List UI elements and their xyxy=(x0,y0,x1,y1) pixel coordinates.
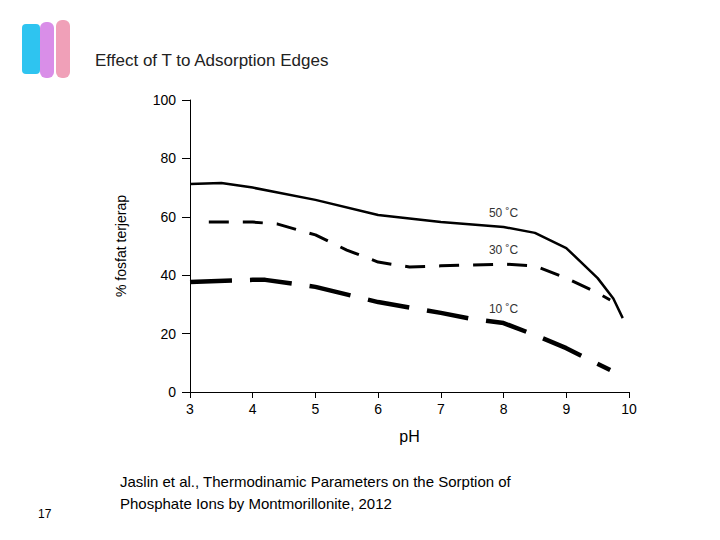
svg-text:10 ˚C: 10 ˚C xyxy=(489,302,519,316)
svg-text:Phosphate Ions by Montmorillon: Phosphate Ions by Montmorillonite, 2012 xyxy=(120,495,392,512)
svg-text:0: 0 xyxy=(168,384,176,400)
svg-text:3: 3 xyxy=(186,401,194,417)
svg-text:8: 8 xyxy=(500,401,508,417)
svg-text:4: 4 xyxy=(249,401,257,417)
svg-text:pH: pH xyxy=(399,428,419,445)
svg-text:40: 40 xyxy=(160,267,176,283)
svg-text:Jaslin et al., Thermodinamic P: Jaslin et al., Thermodinamic Parameters … xyxy=(120,473,515,490)
svg-text:6: 6 xyxy=(374,401,382,417)
svg-text:100: 100 xyxy=(153,92,177,108)
svg-text:Effect of T to Adsorption Edge: Effect of T to Adsorption Edges xyxy=(95,51,328,70)
svg-text:60: 60 xyxy=(160,209,176,225)
svg-text:20: 20 xyxy=(160,326,176,342)
svg-text:5: 5 xyxy=(312,401,320,417)
svg-text:50 ˚C: 50 ˚C xyxy=(489,206,519,220)
svg-text:9: 9 xyxy=(562,401,570,417)
svg-text:80: 80 xyxy=(160,150,176,166)
svg-text:17: 17 xyxy=(38,507,52,521)
svg-text:30 ˚C: 30 ˚C xyxy=(489,243,519,257)
svg-text:10: 10 xyxy=(621,401,637,417)
svg-text:7: 7 xyxy=(437,401,445,417)
svg-text:% fosfat terjerap: % fosfat terjerap xyxy=(113,195,129,297)
